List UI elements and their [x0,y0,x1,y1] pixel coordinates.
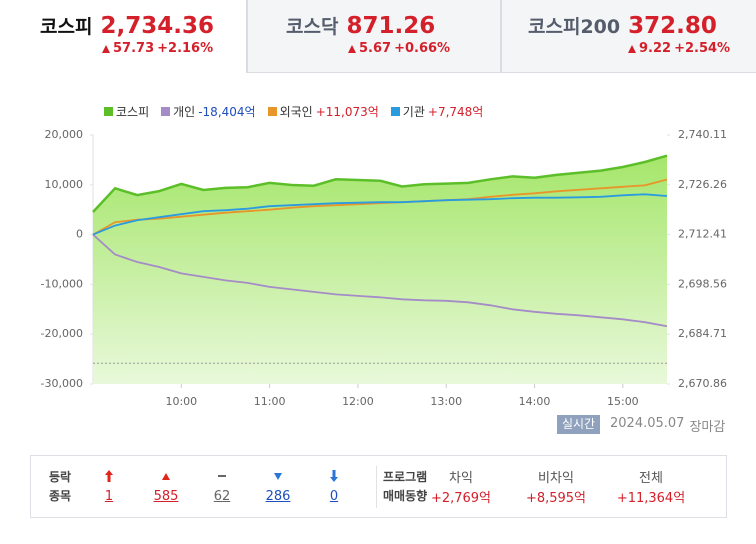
series-line [92,193,668,236]
label-line: 종목 [49,489,72,503]
realtime-badge[interactable]: 실시간 [557,415,600,434]
index-tabs: 코스피 2,734.36 57.73 +2.16% 코스닥 871.26 5.67 +0… [0,0,756,73]
x-tick-label: 11:00 [254,395,286,408]
icon [274,473,282,480]
y2-tick-label: 2,698.56 [678,277,727,290]
legend-item: 외국인 +11,073억 [267,103,379,120]
program-value: +2,769억 [430,491,492,506]
y-tick-label: 0 [76,228,83,241]
program-header: 비차익 [538,471,574,486]
legend-name: 외국인 [279,105,313,119]
x-tick-label: 14:00 [519,395,551,408]
date-status: 2024.05.07 장마감 [610,416,725,435]
up-icon [102,44,110,53]
series-line [92,233,668,328]
label-line: 프로그램 [383,470,428,484]
label-line: 매매동향 [383,489,428,503]
legend-item: 기관 +7,748억 [390,103,484,120]
breadth-icon [328,468,340,487]
tab-value: 871.26 [346,13,436,39]
program-column: 차익 +2,769억 [406,469,516,509]
legend-total: +7,748억 [427,105,484,119]
series-line [92,178,668,236]
market-state: 장마감 [689,420,726,435]
y2-tick-label: 2,712.41 [678,228,727,241]
icon [330,470,338,482]
tab-value: 372.80 [628,13,717,39]
x-tick-label: 10:00 [165,395,197,408]
breadth-count[interactable]: 585 [153,489,179,504]
program-header: 차익 [449,471,473,486]
date: 2024.05.07 [610,416,685,431]
legend-name: 기관 [402,105,425,119]
tab-rate: +2.54% [674,41,731,56]
label-line: 등락 [49,470,72,484]
tab-name: 코스피 [40,16,93,38]
legend-swatch [104,107,113,116]
breadth-count[interactable]: 286 [265,489,291,504]
x-tick-label: 13:00 [430,395,462,408]
breadth-count[interactable]: 1 [104,489,114,504]
tab-name: 코스피200 [528,16,621,38]
program-value: +8,595억 [525,491,587,506]
y2-tick-label: 2,740.11 [678,128,727,141]
breadth-count[interactable]: 62 [213,489,231,504]
y-tick-label: -20,000 [41,327,83,340]
y-tick-label: 20,000 [45,128,84,141]
legend-swatch [161,107,171,116]
legend-total: -18,404억 [198,105,256,119]
icon [162,473,170,480]
tab[interactable]: 코스닥 871.26 5.67 +0.66% [247,0,501,73]
legend-name: 개인 [173,105,196,119]
separator [376,466,377,508]
tab-change: 57.73 [113,41,155,56]
y2-tick-label: 2,684.71 [678,327,727,340]
tab-rate: +2.16% [157,41,214,56]
tab-value: 2,734.36 [100,13,214,39]
y2-tick-label: 2,670.86 [678,377,727,390]
series-line [92,154,668,213]
program-value: +11,364억 [616,491,686,506]
icon [105,470,113,482]
legend-item: 코스피 [104,103,149,120]
program-column: 비차익 +8,595억 [501,469,611,509]
program-header: 전체 [639,471,663,486]
tab-change: 9.22 [639,41,672,56]
y-tick-label: -30,000 [41,377,83,390]
tab-change: 5.67 [359,41,392,56]
legend-swatch [390,107,400,116]
breadth-icon [160,468,172,487]
breadth-icon [103,468,115,487]
breadth-icon [272,468,284,487]
x-tick-label: 12:00 [342,395,374,408]
legend-item: 개인 -18,404억 [161,103,256,120]
up-icon [628,44,636,53]
chart: 20,000 10,000 0 -10,000 -20,000 -30,000 2,740.… [41,128,727,408]
legend-name: 코스피 [116,105,150,119]
tab[interactable]: 코스피200 372.80 9.22 +2.54% [501,0,756,73]
breadth-count[interactable]: 0 [329,489,339,504]
y2-tick-label: 2,726.26 [678,178,727,191]
legend-total: +11,073억 [315,105,379,119]
y-tick-label: -10,000 [41,277,83,290]
up-icon [348,44,356,53]
tab-name: 코스닥 [286,16,339,38]
legend-swatch [267,107,277,116]
tab[interactable]: 코스피 2,734.36 57.73 +2.16% [0,0,247,73]
icon [218,475,226,477]
legend: 코스피 개인 -18,404억 외국인 +11,073억 기관 +7,748억 [104,103,483,120]
y-tick-label: 10,000 [45,178,84,191]
program-column: 전체 +11,364억 [596,469,706,509]
x-tick-label: 15:00 [607,395,639,408]
tab-rate: +0.66% [394,41,451,56]
breadth-icon [216,468,228,487]
